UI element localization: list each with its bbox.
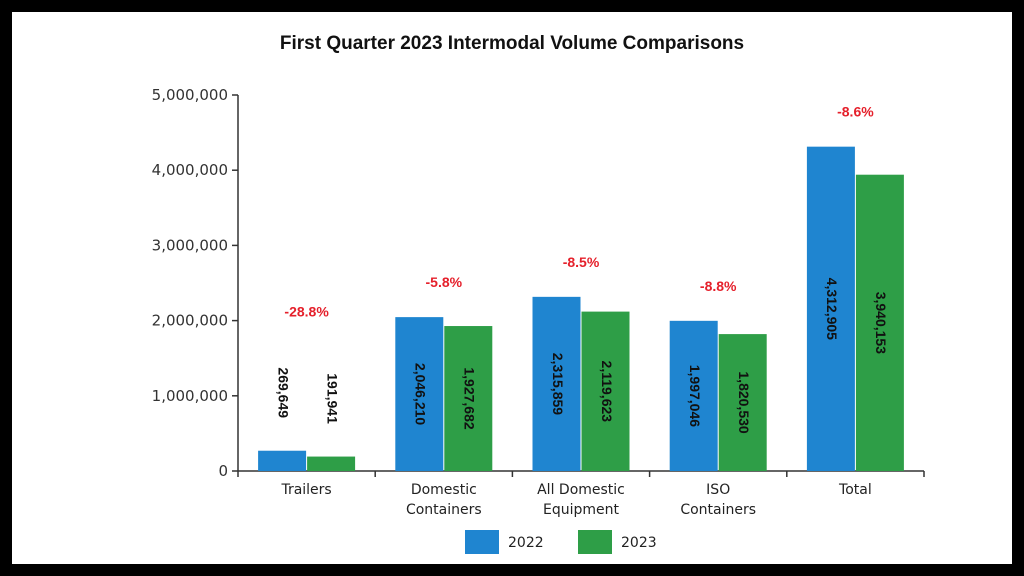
- chart-title: First Quarter 2023 Intermodal Volume Com…: [280, 33, 744, 54]
- bar-chart: First Quarter 2023 Intermodal Volume Com…: [152, 33, 925, 554]
- y-tick-label: 2,000,000: [152, 312, 228, 330]
- percent-change-label: -28.8%: [284, 304, 329, 320]
- legend-swatch-2022: [465, 530, 499, 554]
- data-label-2022-1: 2,046,210: [413, 363, 429, 425]
- bar-2023-1: [444, 326, 493, 471]
- category-label: Domestic: [411, 482, 477, 498]
- category-label: Trailers: [280, 482, 331, 498]
- percent-change-label: -8.8%: [700, 278, 737, 294]
- data-label-2023-1: 1,927,682: [462, 367, 478, 429]
- category-label: ISO: [706, 482, 730, 498]
- data-label-2023-2: 2,119,623: [599, 361, 615, 423]
- legend-swatch-2023: [578, 530, 612, 554]
- category-label: Total: [838, 482, 872, 498]
- y-tick-label: 1,000,000: [152, 387, 228, 405]
- category-label: Containers: [680, 502, 756, 518]
- data-label-2023-3: 1,820,530: [736, 371, 752, 433]
- data-label-2022-2: 2,315,859: [550, 353, 566, 415]
- y-tick-label: 3,000,000: [152, 236, 228, 254]
- bar-2023-0: [307, 456, 356, 471]
- bar-2022-3: [669, 320, 718, 471]
- bar-2022-1: [395, 317, 444, 471]
- bar-2023-4: [855, 174, 904, 471]
- y-tick-label: 4,000,000: [152, 161, 228, 179]
- data-label-2023-4: 3,940,153: [873, 292, 889, 354]
- data-label-2022-4: 4,312,905: [824, 278, 840, 340]
- data-label-2022-0: 269,649: [275, 367, 291, 418]
- percent-change-label: -8.6%: [837, 104, 874, 120]
- y-tick-label: 0: [218, 462, 228, 480]
- bar-2023-2: [581, 311, 630, 471]
- legend-label-2023: 2023: [621, 535, 657, 551]
- data-label-2023-0: 191,941: [324, 373, 340, 424]
- bar-2023-3: [718, 334, 767, 471]
- category-label: Containers: [406, 502, 482, 518]
- percent-change-label: -5.8%: [426, 274, 463, 290]
- bar-2022-2: [532, 296, 581, 471]
- category-label: Equipment: [543, 502, 620, 518]
- percent-change-label: -8.5%: [563, 254, 600, 270]
- category-label: All Domestic: [537, 482, 625, 498]
- y-tick-label: 5,000,000: [152, 86, 228, 104]
- chart-panel: First Quarter 2023 Intermodal Volume Com…: [12, 12, 1012, 564]
- legend-label-2022: 2022: [508, 535, 544, 551]
- bar-2022-0: [258, 450, 307, 471]
- data-label-2022-3: 1,997,046: [687, 365, 703, 427]
- bar-2022-4: [806, 146, 855, 471]
